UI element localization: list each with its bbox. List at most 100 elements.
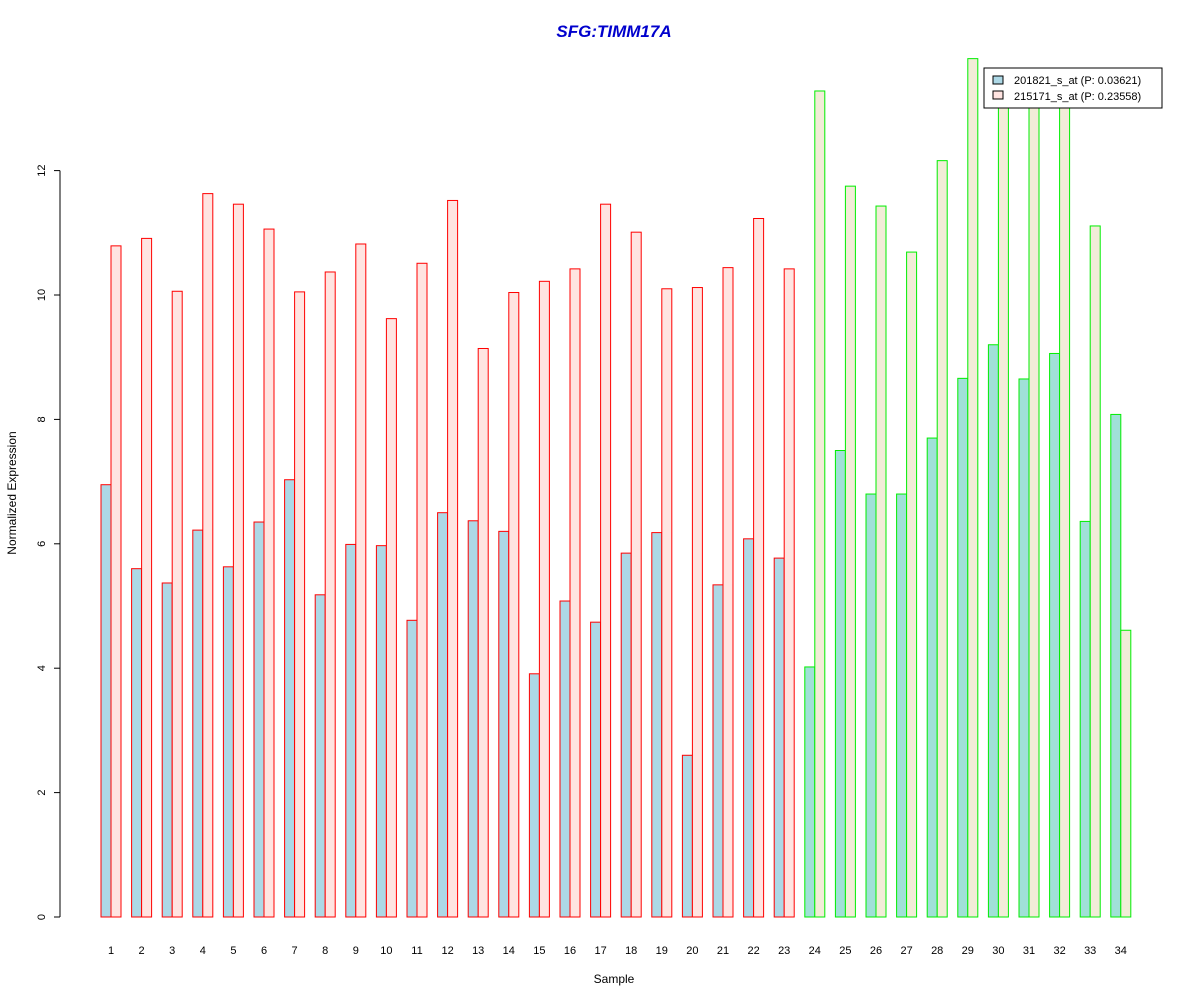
bar-series-1-sample-34 [1110, 413, 1122, 918]
x-tick-label: 24 [809, 945, 821, 957]
bar-series-1-sample-25 [834, 450, 846, 918]
x-tick-label: 16 [564, 945, 576, 957]
bar-series-2-sample-23 [783, 268, 795, 918]
bar-series-1-sample-28 [926, 437, 938, 918]
bar-series-1-sample-3 [161, 582, 173, 918]
bar-series-1-sample-23 [773, 557, 785, 918]
legend-label-series-2: 215171_s_at (P: 0.23558) [1014, 91, 1141, 103]
x-tick-label: 11 [411, 945, 422, 957]
x-tick-label: 13 [472, 945, 484, 957]
bar-series-1-sample-30 [987, 344, 999, 918]
bar-series-1-sample-18 [620, 552, 632, 918]
bar-series-1-sample-33 [1079, 520, 1091, 918]
bar-series-2-sample-7 [294, 291, 306, 918]
bar-series-1-sample-21 [712, 584, 724, 918]
bar-series-1-sample-29 [957, 377, 969, 918]
y-tick-label: 10 [36, 289, 48, 301]
bar-series-1-sample-11 [406, 619, 418, 918]
bar-series-1-sample-16 [559, 600, 571, 918]
x-tick-label: 27 [900, 945, 912, 957]
x-tick-label: 12 [441, 945, 453, 957]
x-tick-label: 9 [353, 945, 359, 957]
x-tick-label: 22 [747, 945, 759, 957]
y-tick-label: 6 [36, 541, 48, 547]
bar-series-1-sample-12 [437, 512, 449, 918]
bar-series-2-sample-25 [844, 185, 856, 918]
x-tick-label: 21 [717, 945, 729, 957]
bar-series-1-sample-31 [1018, 378, 1030, 918]
bar-series-1-sample-17 [590, 621, 602, 918]
x-tick-label: 18 [625, 945, 637, 957]
bar-series-2-sample-28 [936, 160, 948, 918]
x-tick-label: 19 [656, 945, 668, 957]
bar-series-2-sample-18 [630, 231, 642, 918]
bar-series-2-sample-13 [477, 347, 489, 918]
bar-series-1-sample-6 [253, 521, 265, 918]
x-tick-label: 1 [108, 945, 114, 957]
x-tick-label: 30 [992, 945, 1004, 957]
y-axis-label: Normalized Expression [5, 431, 19, 554]
x-tick-label: 23 [778, 945, 790, 957]
x-tick-labels: 1 2 3 4 5 6 7 8 9 10 11 12 13 14 15 16 17 18 19 20 21 22 23 24 2… [108, 945, 1127, 957]
x-tick-label: 15 [533, 945, 545, 957]
bar-series-1-sample-7 [284, 479, 296, 918]
bar-series-1-sample-20 [681, 754, 693, 918]
bar-series-1-sample-15 [528, 673, 540, 918]
bar-series-2-sample-5 [232, 203, 244, 918]
bar-series-1-sample-13 [467, 520, 479, 918]
x-axis-label: Sample [594, 972, 635, 986]
x-tick-label: 20 [686, 945, 698, 957]
bar-series-2-sample-6 [263, 228, 275, 918]
bar-series-2-sample-31 [1028, 101, 1040, 918]
bar-series-2-sample-10 [385, 318, 397, 918]
y-tick-label: 4 [36, 665, 48, 671]
x-tick-label: 29 [962, 945, 974, 957]
x-tick-label: 34 [1115, 945, 1127, 957]
legend-label-series-1: 201821_s_at (P: 0.03621) [1014, 75, 1141, 87]
legend: 201821_s_at (P: 0.03621) 215171_s_at (P:… [983, 67, 1163, 109]
y-axis: 0 2 4 6 8 10 12 [36, 164, 61, 920]
y-tick-label: 0 [36, 914, 48, 920]
bar-series-2-sample-20 [691, 287, 703, 918]
bar-series-1-sample-14 [498, 530, 510, 918]
bar-series-2-sample-1 [110, 245, 122, 918]
bar-series-1-sample-5 [222, 566, 234, 918]
x-tick-label: 5 [230, 945, 236, 957]
x-tick-label: 2 [139, 945, 145, 957]
bar-series-2-sample-29 [967, 58, 979, 918]
x-tick-label: 10 [380, 945, 392, 957]
bar-series-2-sample-34 [1120, 629, 1132, 918]
bar-series-2-sample-12 [447, 199, 459, 918]
bar-series-2-sample-3 [171, 290, 183, 918]
bar-series-1-sample-9 [345, 543, 357, 918]
x-tick-label: 28 [931, 945, 943, 957]
bar-series-1-sample-26 [865, 493, 877, 918]
bar-series-1-sample-27 [896, 493, 908, 918]
bar-series-1-sample-8 [314, 594, 326, 918]
x-tick-label: 4 [200, 945, 206, 957]
bar-series-2-sample-16 [569, 268, 581, 918]
bar-series-2-sample-24 [814, 90, 826, 918]
bar-series-1-sample-24 [804, 666, 816, 918]
bar-series-2-sample-17 [600, 203, 612, 918]
chart-title: SFG:TIMM17A [556, 22, 671, 41]
x-tick-label: 3 [169, 945, 175, 957]
bar-series-2-sample-15 [538, 280, 550, 918]
y-tick-label: 12 [36, 164, 48, 176]
x-tick-label: 8 [322, 945, 328, 957]
bar-series-2-sample-32 [1059, 101, 1071, 918]
bars [100, 58, 1132, 918]
bar-series-1-sample-10 [375, 545, 387, 918]
bar-series-2-sample-26 [875, 205, 887, 918]
x-tick-label: 33 [1084, 945, 1096, 957]
x-tick-label: 7 [292, 945, 298, 957]
bar-series-2-sample-30 [997, 101, 1009, 918]
bar-series-1-sample-4 [192, 529, 204, 918]
bar-series-2-sample-8 [324, 271, 336, 918]
x-tick-label: 17 [594, 945, 606, 957]
bar-series-2-sample-19 [661, 288, 673, 918]
y-tick-label: 8 [36, 416, 48, 422]
bar-series-2-sample-4 [202, 193, 214, 918]
x-tick-label: 31 [1023, 945, 1035, 957]
bar-series-1-sample-1 [100, 484, 112, 918]
